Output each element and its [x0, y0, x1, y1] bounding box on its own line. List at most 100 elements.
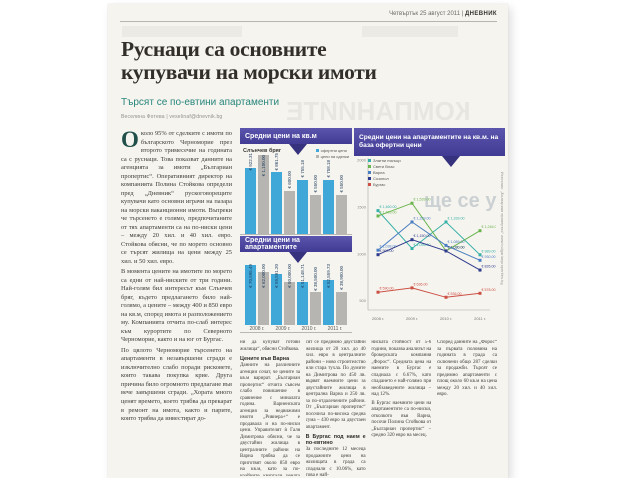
legend-swatch — [368, 171, 371, 174]
x-axis-label: 2010 г. — [440, 316, 452, 321]
headline-line2: купувачи на морски имоти — [121, 59, 377, 84]
bar-value-label: € 550.00 — [312, 175, 318, 193]
bar: € 70,595.49 — [245, 264, 256, 325]
bar: € 1,100.00 — [258, 155, 269, 234]
section-heading-varna: Цените във Варна — [240, 356, 290, 362]
region-label: Слънчев бряг — [243, 148, 282, 154]
bar-group: € 70,595.49 € 62,000.00 2008 г. — [245, 257, 269, 332]
x-axis-label: 2009 г. — [406, 316, 418, 321]
chart-title: Средни цени на кв.м — [245, 132, 317, 140]
bleedthrough-text: КОМПАНИИТЕ — [286, 96, 471, 126]
masthead-separator: | — [460, 11, 465, 17]
line-chart-svg: 500 1000 1500 2000 2008 г. 2009 г. 2010 г. 2011… — [357, 158, 498, 322]
article-subtitle: Търсят се по-евтини апартаменти — [121, 97, 280, 108]
body-paragraph: ниската стойност от 5-6 години, показва … — [371, 340, 432, 397]
bar-value-label: € 600.00 — [286, 171, 292, 189]
body-paragraph: По цялото Черноморие търсенето на апарта… — [121, 346, 232, 423]
bar-value-label: € 1,100.00 — [260, 154, 266, 176]
bar-value-label: € 755.18 — [299, 160, 305, 178]
bar: € 52,559.73 — [323, 264, 334, 325]
bar-plot: € 70,595.49 € 62,000.00 2008 г. € 59,591.20… — [240, 254, 352, 333]
line-series — [377, 221, 481, 261]
body-paragraph: ни да купуват готови жилища“, обясни Сто… — [240, 340, 300, 352]
bar-pair: € 922.31 € 1,100.00 — [245, 148, 269, 234]
bar: € 550.00 — [310, 175, 321, 234]
masthead-date: Четвъртък 25 август 2011 — [389, 11, 461, 17]
bar-value-label: € 922.31 — [247, 153, 253, 171]
body-paragraph: Данните на различните агенции сочат, че … — [240, 363, 300, 476]
legend-swatch — [368, 159, 371, 162]
chart-title-banner: Средни цени на апартаментите на кв.м. на… — [354, 128, 505, 167]
x-axis-label: 2010 г. — [301, 326, 317, 332]
point-value-label: € 930.00 — [482, 255, 496, 259]
bar-group: € 922.31 € 1,100.00 — [245, 148, 269, 234]
point-value-label: € 1,038.00 — [380, 245, 397, 249]
legend-label: офертни цени — [320, 148, 347, 153]
point-value-label: € 536.00 — [448, 292, 462, 296]
y-axis-tick: 500 — [359, 298, 366, 303]
bleed-artifact — [362, 26, 458, 37]
lead-paragraph-text: коло 95% от сделките с имоти по българск… — [121, 130, 232, 265]
point-value-label: € 1,339.00 — [414, 216, 431, 220]
legend-item: Созопол — [368, 176, 401, 181]
point-value-label: € 636.00 — [414, 282, 428, 286]
legend-item: цени на сделки — [315, 154, 349, 159]
body-paragraph: В момента цените на имотите по морето са… — [121, 268, 232, 344]
body-column: Според данните на „Форос“ за първата пол… — [437, 340, 497, 476]
bar: € 861.75 — [271, 153, 282, 234]
point-value-label: € 590.00 — [380, 287, 394, 291]
banner-notch — [289, 144, 308, 155]
bar-value-label: € 550.00 — [338, 175, 344, 193]
point-value-label: € 1,056.00 — [414, 243, 431, 247]
masthead-brand: ДНЕВНИК — [464, 11, 497, 17]
bar: € 59,591.20 — [271, 264, 282, 325]
line-plot: 500 1000 1500 2000 2008 г. 2009 г. 2010 г. 2011… — [354, 154, 498, 339]
legend-swatch — [315, 149, 319, 152]
bar-group: € 51,148.71 € 38,500.00 2010 г. — [297, 257, 321, 332]
body-column: сят се предимно двустайни жилища от 20 х… — [306, 340, 366, 476]
bar: € 38,500.00 — [310, 267, 321, 325]
legend-label: Бургас — [373, 182, 386, 187]
body-paragraph: Според данните на „Форос“ за първата пол… — [436, 340, 497, 397]
headline-line1: Руснаци са основните — [121, 37, 327, 61]
point-value-label: € 1,089.00 — [448, 240, 465, 244]
point-value-label: € 1,030.00 — [448, 245, 465, 249]
legend-label: цени на сделки — [320, 154, 349, 159]
legend-item: Варна — [368, 170, 401, 175]
bar-group: € 59,591.20 € 50,000.00 2009 г. — [271, 257, 295, 332]
bar-group: € 52,559.73 € 38,900.00 2011 г. — [323, 257, 347, 332]
bleed-artifact — [122, 26, 242, 37]
bar: € 38,900.00 — [336, 266, 347, 325]
line-series — [377, 202, 481, 252]
line-series — [377, 239, 481, 271]
bar-pair: € 52,559.73 € 38,900.00 — [323, 257, 347, 325]
bar: € 51,148.71 — [297, 264, 308, 325]
bar-pair: € 758.18 € 550.00 — [323, 148, 347, 234]
body-column: ниската стойност от 5-6 години, показва … — [371, 340, 431, 476]
point-value-label: € 1,150.00 — [414, 234, 431, 238]
chart-title-banner: Средни цени на кв.м — [240, 128, 352, 155]
bar-pair: € 755.18 € 550.00 — [297, 148, 321, 234]
bar-value-label: € 52,559.73 — [325, 263, 331, 288]
banner-notch — [441, 156, 460, 167]
point-value-label: € 1,460.00 — [380, 205, 397, 209]
y-axis-tick: 2000 — [357, 158, 367, 163]
x-axis-label: 2011 г. — [474, 316, 486, 321]
body-paragraph: За последните 12 месеца продажните цени … — [305, 447, 366, 476]
chart-legend: офертни цени цени на сделки — [315, 148, 349, 160]
bar-value-label: € 758.18 — [325, 160, 331, 178]
bar-pair: € 861.75 € 600.00 — [271, 148, 295, 234]
y-axis-tick: 1000 — [357, 251, 367, 256]
bar-plot: Слънчев бряг офертни цени цени на сделки … — [240, 146, 352, 235]
x-axis-label: 2011 г. — [327, 326, 343, 332]
point-value-label: € 1,339.00 — [448, 216, 465, 220]
chart-legend: Златни пясъци Свети Влас Варна Созопол Бурга… — [368, 158, 401, 188]
bar-group: € 755.18 € 550.00 — [297, 148, 321, 234]
point-value-label: € 989.00 — [482, 249, 496, 253]
body-column: ни да купуват готови жилища“, обясни Сто… — [240, 340, 300, 476]
legend-swatch — [368, 177, 371, 180]
dropcap: О — [121, 130, 139, 152]
bar-value-label: € 51,148.71 — [299, 263, 305, 288]
bar-group: € 758.18 € 550.00 — [323, 148, 347, 234]
